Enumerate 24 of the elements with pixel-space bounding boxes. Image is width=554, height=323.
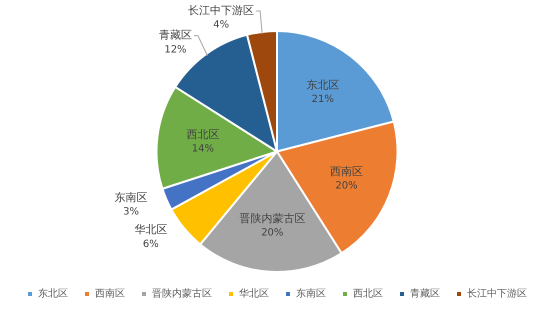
data-label: 4% (213, 20, 230, 31)
slice-label: 华北区 (134, 223, 168, 236)
legend-label: 东南区 (296, 288, 326, 300)
data-label: 6% (142, 238, 159, 250)
data-label: 20% (261, 228, 284, 239)
slice-label: 长江中下游区 (188, 4, 254, 17)
slice-label: 青藏区 (158, 28, 192, 42)
legend-label: 青藏区 (410, 288, 440, 300)
data-label: 20% (335, 180, 358, 192)
legend-label: 晋陕内蒙古区 (152, 288, 212, 300)
slice-label: 东北区 (306, 78, 340, 92)
legend-label: 华北区 (239, 288, 269, 300)
legend-label: 西南区 (95, 288, 125, 300)
data-label: 12% (164, 44, 187, 56)
data-label: 14% (192, 144, 214, 155)
slice-label: 晋陕内蒙古区 (239, 212, 306, 225)
slice-label: 东南区 (114, 190, 148, 204)
slice-label: 西北区 (186, 128, 220, 141)
legend-label: 长江中下游区 (467, 288, 527, 300)
legend-label: 西北区 (353, 288, 383, 300)
data-label: 21% (312, 94, 334, 106)
legend-label: 东北区 (38, 288, 68, 300)
data-label: 3% (123, 206, 139, 218)
slice-label: 西南区 (330, 164, 363, 178)
